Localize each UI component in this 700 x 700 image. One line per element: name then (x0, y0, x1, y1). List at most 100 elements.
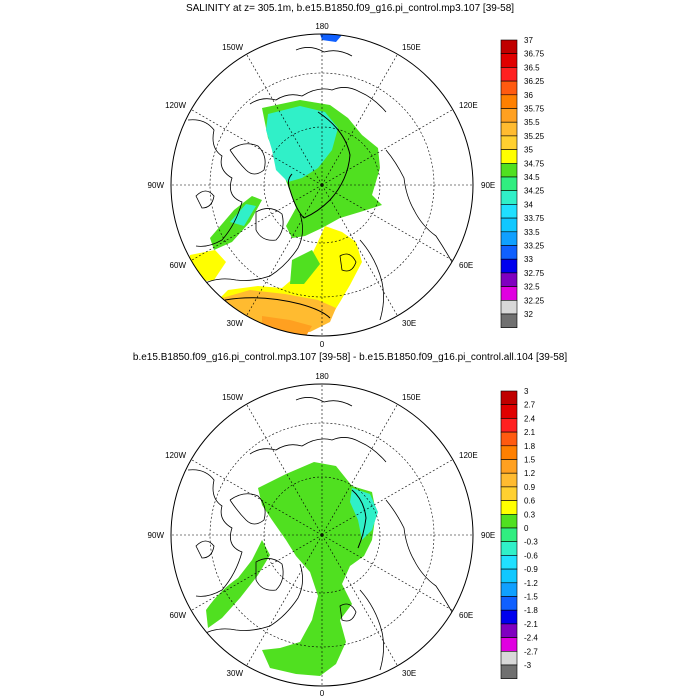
colorbar-swatch (500, 582, 518, 597)
lon-label-120e: 120E (459, 101, 478, 110)
colorbar-label: 3 (524, 387, 529, 396)
lon-label-180: 180 (315, 372, 329, 381)
colorbar-label: 0.9 (524, 483, 536, 492)
lon-label-90w: 90W (148, 181, 165, 190)
lon-label-60e: 60E (459, 261, 473, 270)
colorbar-swatch (500, 272, 518, 287)
colorbar-label: -2.1 (524, 620, 538, 629)
lon-label-150w: 150W (222, 43, 243, 52)
colorbar-label: 34.5 (524, 173, 540, 182)
colorbar-label: -1.5 (524, 593, 538, 602)
lon-label-150w: 150W (222, 393, 243, 402)
colorbar-swatch (500, 472, 518, 488)
lon-label-90e: 90E (481, 531, 495, 540)
colorbar-label: 34.75 (524, 159, 545, 168)
colorbar-swatch (500, 664, 518, 679)
colorbar-label: 33.5 (524, 228, 540, 237)
colorbar-swatch (500, 245, 518, 260)
colorbar-swatch (500, 217, 518, 233)
colorbar-label: -2.4 (524, 634, 538, 643)
lon-label-90w: 90W (148, 531, 165, 540)
lon-label-60w: 60W (170, 261, 187, 270)
colorbar-label: 37 (524, 36, 533, 45)
colorbar-swatch (500, 596, 518, 611)
colorbar-label: -2.7 (524, 647, 538, 656)
top-map-title: SALINITY at z= 305.1m, b.e15.B1850.f09_g… (185, 3, 515, 14)
colorbar-swatch (500, 190, 518, 205)
colorbar-label: 32.25 (524, 296, 545, 305)
salinity-field-green-atlantic (290, 250, 320, 284)
colorbar-label: 1.5 (524, 456, 536, 465)
colorbar-swatch (500, 541, 518, 556)
colorbar-label: 36.25 (524, 77, 545, 86)
difference-contour (351, 489, 367, 549)
bottom-map-boundary (170, 383, 474, 687)
colorbar-label: 2.1 (524, 428, 536, 437)
colorbar-label: 0.6 (524, 497, 536, 506)
colorbar-swatch (500, 390, 518, 405)
colorbar-swatch (500, 67, 518, 82)
colorbar-swatch (500, 176, 518, 191)
colorbar-swatch (500, 459, 518, 474)
bottom-difference-map: 180 150E 120E 90E 60E 30E 0 30W 60W 90W … (148, 372, 539, 698)
salinity-field-blue-patch (320, 34, 342, 42)
colorbar-swatch (500, 313, 518, 328)
colorbar-swatch (500, 623, 518, 638)
colorbar-swatch (500, 513, 518, 529)
lon-label-0: 0 (320, 689, 325, 698)
top-coastlines (187, 47, 453, 321)
lon-label-30w: 30W (227, 669, 244, 678)
lon-label-150e: 150E (402, 43, 421, 52)
colorbar-label: -0.6 (524, 551, 538, 560)
salinity-field-cyan-channel (230, 204, 256, 226)
top-graticule (171, 34, 473, 336)
colorbar-swatch (500, 94, 518, 109)
colorbar-swatch (500, 555, 518, 570)
colorbar-label: 33.75 (524, 214, 545, 223)
difference-field-cyan (350, 488, 378, 540)
colorbar-swatch (500, 431, 518, 447)
colorbar-swatch (500, 204, 518, 219)
lon-label-60e: 60E (459, 611, 473, 620)
lon-label-90e: 90E (481, 181, 495, 190)
colorbar-label: 32.5 (524, 283, 540, 292)
lon-label-120e: 120E (459, 451, 478, 460)
lon-label-120w: 120W (165, 101, 186, 110)
colorbar-swatch (500, 445, 518, 460)
colorbar-label: 33.25 (524, 242, 545, 251)
colorbar-label: 1.2 (524, 469, 536, 478)
bottom-longitude-labels: 180 150E 120E 90E 60E 30E 0 30W 60W 90W … (148, 372, 496, 698)
salinity-field-yellow-west (188, 250, 226, 282)
colorbar-swatch (500, 121, 518, 137)
colorbar-swatch (500, 609, 518, 625)
top-longitude-labels: 180 150E 120E 90E 60E 30E 0 30W 60W 90W … (148, 22, 496, 349)
colorbar-swatch (500, 149, 518, 164)
colorbar-label: 35.25 (524, 132, 545, 141)
colorbar-swatch (500, 53, 518, 68)
bottom-coastlines (187, 397, 453, 671)
colorbar-label: -3 (524, 661, 532, 670)
colorbar-label: 35.5 (524, 118, 540, 127)
colorbar-swatch (500, 80, 518, 96)
colorbar-swatch (500, 231, 518, 246)
colorbar-swatch (500, 39, 518, 54)
salinity-contour-south (224, 297, 331, 319)
colorbar-swatch (500, 299, 518, 315)
colorbar-label: 0.3 (524, 510, 536, 519)
colorbar-swatch (500, 568, 518, 584)
colorbar-label: 36.75 (524, 50, 545, 59)
colorbar-swatch (500, 135, 518, 150)
lon-label-0: 0 (320, 340, 325, 349)
colorbar-label: 1.8 (524, 442, 536, 451)
colorbar-label: 0 (524, 524, 529, 533)
colorbar-swatch (500, 258, 518, 274)
colorbar-swatch (500, 286, 518, 301)
top-colorbar: 37 36.75 36.5 36.25 36 35.75 35.5 35.25 35 34.75 3… (500, 36, 545, 328)
colorbar-label: 36 (524, 91, 533, 100)
bottom-colorbar: 3 2.7 2.4 2.1 1.8 1.5 1.2 0.9 0.6 0.3 0 -0.3 -0.6 -0.… (500, 387, 538, 679)
colorbar-label: 2.4 (524, 414, 536, 423)
lon-label-30e: 30E (402, 669, 416, 678)
colorbar-swatch (500, 500, 518, 515)
top-map-boundary (170, 33, 474, 337)
bottom-graticule (171, 384, 473, 686)
